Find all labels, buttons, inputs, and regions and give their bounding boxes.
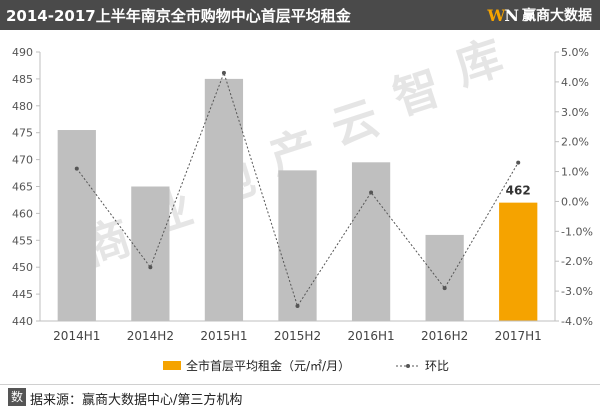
mom-point [516, 160, 521, 165]
x-tick-label: 2014H2 [127, 329, 174, 343]
bar [131, 186, 170, 321]
legend-bar-label: 全市首层平均租金（元/㎡/月） [186, 358, 350, 373]
right-tick-label: 1.0% [561, 166, 589, 179]
x-tick-label: 2016H2 [421, 329, 468, 343]
left-tick-label: 490 [12, 46, 33, 59]
left-tick-label: 475 [12, 127, 33, 140]
right-tick-label: -4.0% [561, 315, 593, 328]
source-bar: 数 据来源：赢商大数据中心/第三方机构 [0, 384, 600, 410]
left-tick-label: 485 [12, 73, 33, 86]
x-tick-label: 2016H1 [347, 329, 394, 343]
brand-logo: WN [487, 5, 519, 25]
bar [351, 162, 391, 321]
mom-point [148, 265, 153, 270]
bars: 462 [57, 78, 538, 322]
brand: WN 赢商大数据 [487, 4, 592, 26]
left-tick-label: 455 [12, 234, 33, 247]
right-tick-label: -2.0% [561, 255, 593, 268]
legend-line-label: 环比 [425, 359, 449, 373]
source-text: 据来源：赢商大数据中心/第三方机构 [30, 393, 243, 408]
bar [278, 170, 317, 321]
bar [425, 234, 464, 321]
right-tick-label: 5.0% [561, 46, 589, 59]
right-tick-label: 3.0% [561, 106, 589, 119]
watermark-char: 智 [387, 60, 447, 126]
x-axis: 2014H1 2014H2 2015H1 2015H2 2016H1 2016H2 2017… [40, 320, 555, 343]
left-tick-label: 450 [12, 261, 33, 274]
brand-name: 赢商大数据 [522, 8, 592, 24]
right-tick-label: -3.0% [561, 285, 593, 298]
x-tick-label: 2014H1 [53, 329, 100, 343]
x-tick-label: 2015H1 [200, 329, 247, 343]
right-tick-label: -1.0% [561, 225, 593, 238]
legend-line-marker [406, 364, 410, 368]
mom-point [74, 166, 79, 171]
right-tick-label: 2.0% [561, 136, 589, 149]
watermark-char: 库 [449, 30, 509, 95]
mom-point [221, 70, 226, 75]
bar-data-label: 462 [506, 184, 531, 198]
left-tick-label: 480 [12, 100, 33, 113]
brand-logo-w: W [487, 5, 505, 25]
chart-area: 商业地产云智库 44044545045546046547047548048549… [12, 30, 593, 373]
right-axis: -4.0% -3.0% -2.0% -1.0% 0.0% 1.0% 2.0% 3.0% 4.0%… [554, 46, 593, 328]
left-tick-label: 460 [12, 207, 33, 220]
source-icon: 数 [8, 388, 26, 406]
right-tick-label: 4.0% [561, 76, 589, 89]
bar [499, 202, 538, 321]
bar [57, 130, 96, 321]
left-tick-label: 470 [12, 154, 33, 167]
mom-point [295, 304, 300, 309]
legend: 全市首层平均租金（元/㎡/月） 环比 [163, 358, 449, 373]
bar [204, 78, 244, 322]
x-tick-label: 2017H1 [495, 329, 542, 343]
chart-title: 2014-2017上半年南京全市购物中心首层平均租金 [6, 7, 351, 25]
mom-point [369, 190, 374, 195]
mom-line-series [74, 70, 521, 309]
left-axis: 440 445 450 455 460 465 470 475 480 485 490 [12, 46, 41, 328]
brand-logo-n: N [504, 5, 519, 25]
legend-bar-swatch [163, 361, 181, 370]
right-tick-label: 0.0% [561, 195, 589, 208]
left-tick-label: 445 [12, 288, 33, 301]
x-tick-label: 2015H2 [274, 329, 321, 343]
left-tick-label: 440 [12, 315, 33, 328]
watermark-char: 云 [325, 90, 385, 156]
title-bar: 2014-2017上半年南京全市购物中心首层平均租金 WN 赢商大数据 [0, 0, 600, 30]
mom-point [442, 286, 447, 291]
left-tick-label: 465 [12, 181, 33, 194]
